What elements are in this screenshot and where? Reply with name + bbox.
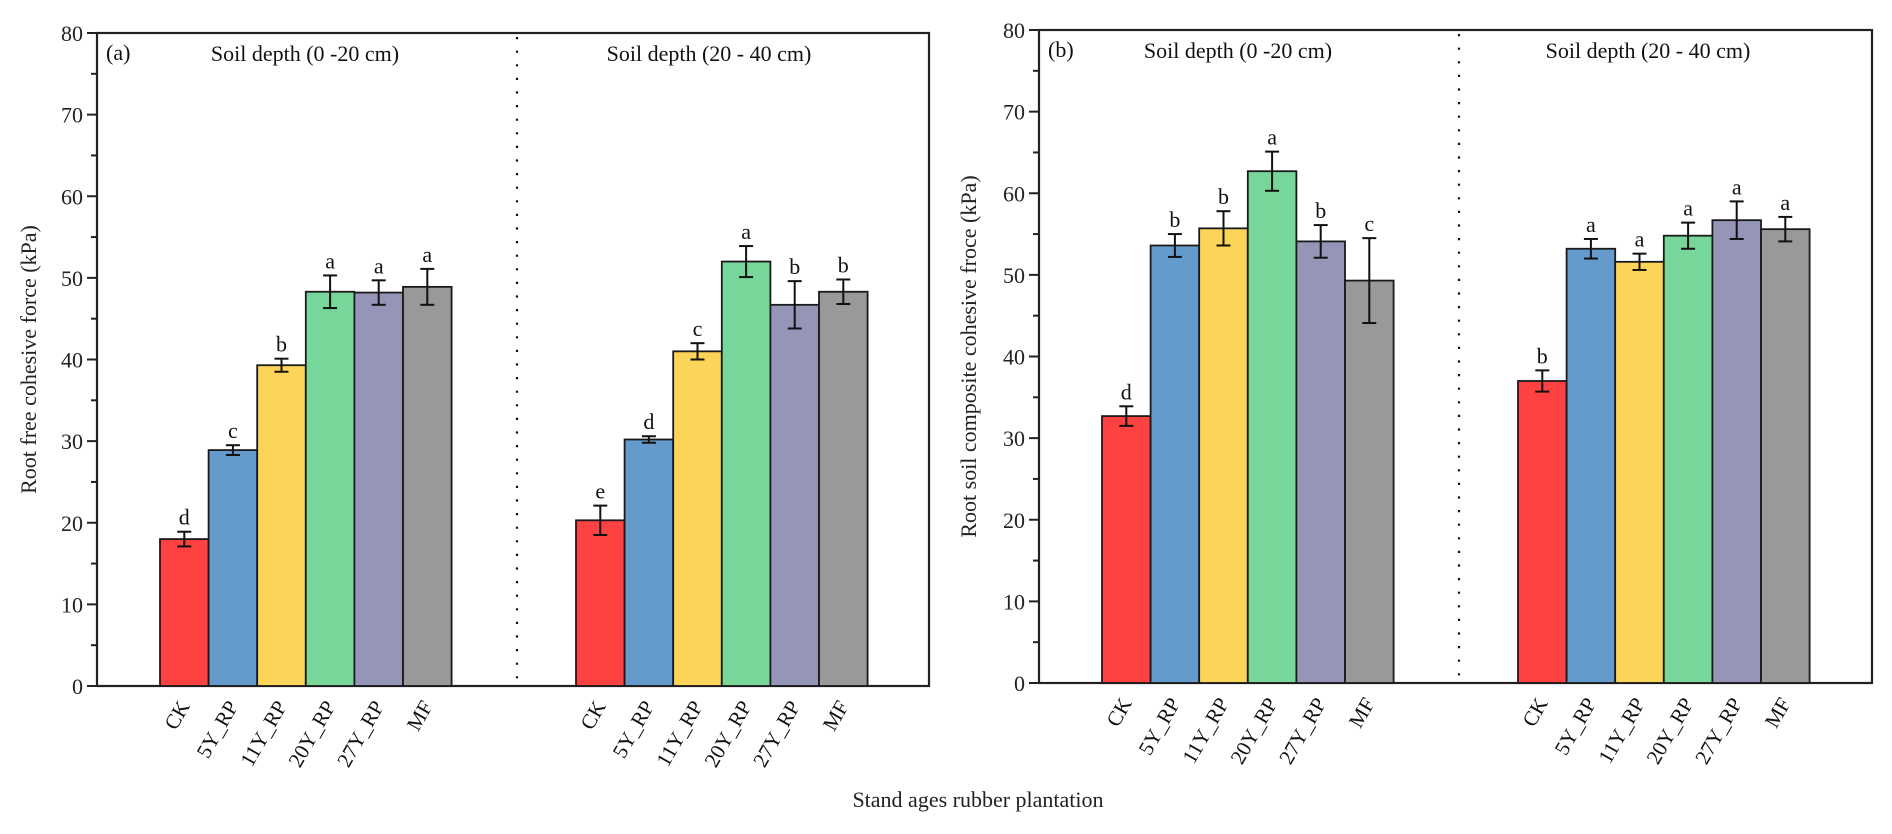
significance-label: a [374,253,384,278]
significance-label: b [1537,343,1548,368]
significance-label: d [179,505,190,530]
bar-20y-rp [720,260,772,687]
group-title: Soil depth (20 - 40 cm) [1546,38,1751,63]
bar-5y-rp [1149,244,1201,684]
group-title: Soil depth (0 -20 cm) [211,41,399,66]
x-tick-label: 5Y_RP [192,697,244,763]
bar-ck [1517,380,1568,684]
panel-b: 0 10 20 30 40 50 60 70 80 Root soil composite coh… [956,18,1874,769]
significance-label: a [325,248,335,273]
x-tick-label: 27Y_RP [332,697,389,772]
y-tick-label: 50 [1003,263,1025,288]
x-tick-label: CK [575,697,610,734]
significance-label: a [1586,212,1596,237]
significance-label: d [1121,379,1132,404]
y-tick-label: 20 [1003,508,1025,533]
bar-5y-rp [207,449,259,687]
y-tick-label: 70 [1003,100,1025,125]
significance-label: a [1635,227,1645,252]
y-axis-title: Root soil composite cohesive froce (kPa) [956,175,981,537]
y-tick-label: 70 [61,103,83,128]
bar-20y-rp [1662,234,1714,684]
y-tick-label: 40 [1003,345,1025,370]
x-tick-label: 5Y_RP [1134,694,1186,760]
significance-label: d [643,409,654,434]
x-tick-label: CK [1517,694,1552,731]
x-tick-label: 5Y_RP [1550,694,1602,760]
y-tick-label: 0 [72,674,83,699]
significance-label: b [276,332,287,357]
significance-label: a [422,242,432,267]
x-tick-label: CK [1101,694,1136,731]
significance-label: c [1364,211,1374,236]
significance-label: a [741,219,751,244]
y-tick-label: 30 [61,429,83,454]
bar-ck [159,538,210,687]
significance-label: b [789,254,800,279]
y-tick-label: 60 [61,184,83,209]
bar-ck [575,519,626,687]
x-axis-title: Stand ages rubber plantation [852,787,1103,812]
significance-label: b [1315,198,1326,223]
significance-label: a [1780,190,1790,215]
bar-11y-rp [256,364,307,687]
y-tick-label: 10 [1003,589,1025,614]
bar-ck [1101,415,1152,684]
x-tick-label: MF [1760,694,1796,732]
bar-20y-rp [1246,170,1298,684]
y-tick-label: 80 [61,21,83,46]
x-tick-label: MF [818,697,854,735]
y-tick-label: 30 [1003,426,1025,451]
panel-label: (b) [1048,37,1074,62]
bar-27y-rp [1711,219,1762,684]
y-tick-label: 40 [61,348,83,373]
bar-11y-rp [672,350,723,687]
y-tick-label: 20 [61,511,83,536]
bar-5y-rp [623,438,675,687]
y-axis-title: Root free cohesive force (kPa) [16,225,41,494]
bar-20y-rp [304,290,356,687]
x-tick-label: CK [159,697,194,734]
bar-mf [402,285,453,687]
x-tick-label: 5Y_RP [608,697,660,763]
significance-label: e [595,479,605,504]
bar-5y-rp [1565,247,1617,684]
x-tick-label: 27Y_RP [1274,694,1331,769]
bar-11y-rp [1198,227,1249,684]
y-tick-label: 80 [1003,18,1025,43]
bar-27y-rp [769,303,820,687]
bar-27y-rp [1295,240,1346,684]
group-title: Soil depth (0 -20 cm) [1144,38,1332,63]
x-tick-label: 27Y_RP [748,697,805,772]
bar-mf [1344,279,1395,684]
y-tick-label: 60 [1003,181,1025,206]
significance-label: b [1218,184,1229,209]
significance-label: b [1169,207,1180,232]
x-tick-label: MF [402,697,438,735]
panel-label: (a) [106,40,130,65]
y-tick-label: 50 [61,266,83,291]
x-tick-label: MF [1344,694,1380,732]
y-tick-label: 10 [61,592,83,617]
bar-mf [818,290,869,687]
group-title: Soil depth (20 - 40 cm) [607,41,812,66]
significance-label: b [838,253,849,278]
y-tick-label: 0 [1014,671,1025,696]
significance-label: a [1267,125,1277,150]
significance-label: a [1683,196,1693,221]
bar-11y-rp [1614,260,1665,684]
x-tick-label: 27Y_RP [1690,694,1747,769]
significance-label: c [228,418,238,443]
significance-label: a [1732,174,1742,199]
panel-a: 0 10 20 30 40 50 60 70 80 Root free cohesive forc… [16,21,931,772]
bar-27y-rp [353,291,404,687]
significance-label: c [693,316,703,341]
bar-mf [1760,228,1811,684]
